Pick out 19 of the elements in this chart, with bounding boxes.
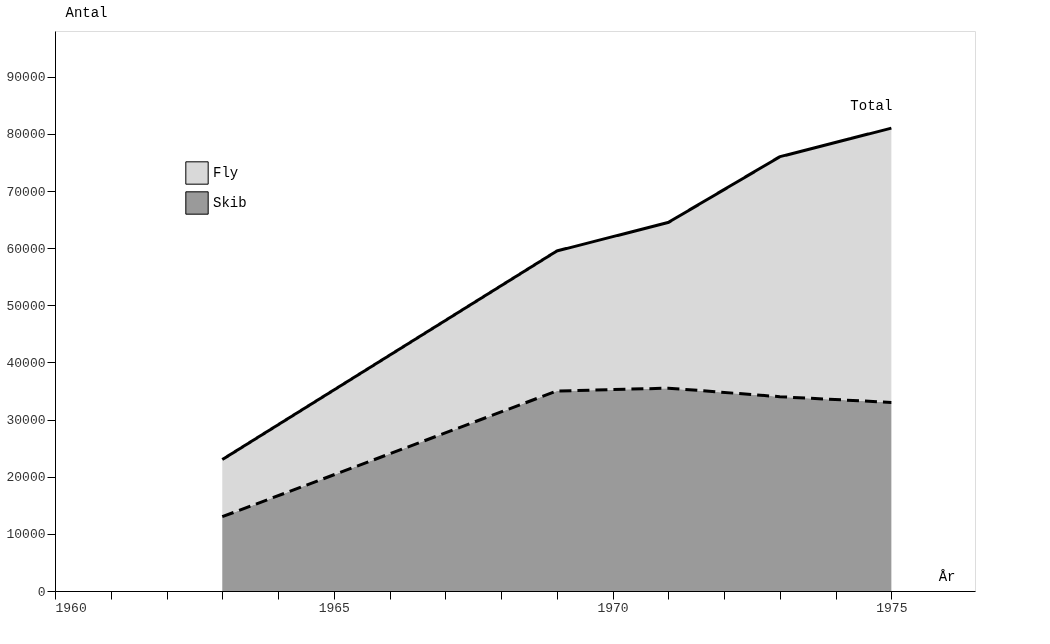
x-tick-label: 1965 (318, 600, 350, 616)
x-tick-label: 1970 (597, 600, 629, 616)
legend-label: Fly (213, 165, 239, 181)
y-tick-label: 90000 (6, 70, 46, 86)
y-tick-label: 20000 (6, 470, 46, 486)
y-tick-label: 50000 (6, 298, 46, 314)
legend-label: Skib (213, 195, 247, 211)
x-axis-title: År (938, 568, 956, 585)
y-tick-label: 60000 (6, 241, 46, 257)
y-tick-label: 10000 (6, 527, 46, 543)
y-axis-title: Antal (65, 4, 108, 21)
y-tick-label: 40000 (6, 355, 46, 371)
y-tick-label: 0 (37, 584, 46, 600)
x-tick-label: 1975 (876, 600, 908, 616)
y-tick-label: 80000 (6, 127, 46, 143)
annotation: Total (850, 98, 893, 115)
y-tick-label: 70000 (6, 184, 46, 200)
x-tick-label: 1960 (55, 600, 87, 616)
y-tick-label: 30000 (6, 413, 46, 429)
